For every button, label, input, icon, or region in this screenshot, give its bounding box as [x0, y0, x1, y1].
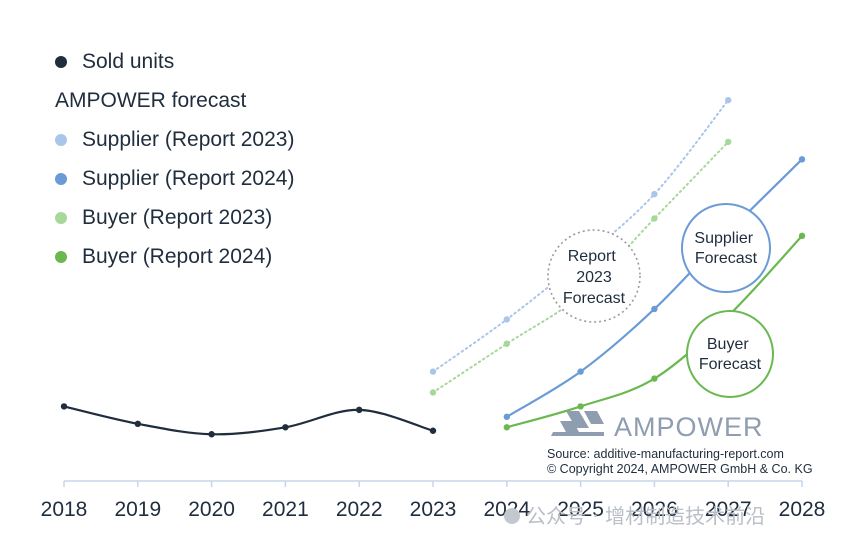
- ampower-logo: AMPOWER: [551, 411, 764, 442]
- bubble-buyer-circle: [686, 310, 774, 398]
- point-sold-2018: [60, 403, 68, 410]
- bubble-supplier-line-1: Supplier: [694, 230, 753, 247]
- x-tick-label-2022: 2022: [336, 498, 383, 521]
- bubble-report-2023: Report 2023 Forecast: [547, 229, 641, 323]
- x-tick-label-2021: 2021: [262, 498, 309, 521]
- legend-label-buyer-2024: Buyer (Report 2024): [82, 244, 273, 268]
- wechat-icon: [504, 508, 520, 524]
- bubble-report-2023-circle: [547, 229, 641, 323]
- point-buyer_2023-2023: [429, 389, 437, 396]
- point-sold-2019: [134, 420, 141, 427]
- legend-item-buyer-2023: Buyer (Report 2023): [55, 198, 294, 237]
- point-sold-2023: [429, 427, 437, 434]
- series-sold: [60, 403, 437, 438]
- point-buyer_2024-2024: [503, 424, 510, 431]
- point-supplier_2023-2023: [429, 368, 437, 375]
- copyright-text: © Copyright 2024, AMPOWER GmbH & Co. KG: [547, 462, 813, 476]
- bubble-report-2023-text: Report 2023 Forecast: [563, 248, 626, 307]
- bubble-buyer-line-1: Buyer: [707, 336, 749, 353]
- supplier-2023-dot-icon: [55, 133, 67, 146]
- series-line-sold: [63, 405, 434, 436]
- legend-item-sold-units: Sold units: [55, 42, 294, 81]
- point-sold-2022: [356, 406, 363, 414]
- point-supplier_2023-2027: [725, 96, 732, 104]
- x-tick-label-2026: 2026: [631, 498, 678, 521]
- bubble-buyer-text: Buyer Forecast: [699, 336, 762, 373]
- supplier-2024-dot-icon: [55, 172, 67, 185]
- sold-units-dot-icon: [55, 55, 67, 68]
- buyer-2024-dot-icon: [55, 250, 67, 263]
- x-tick-label-2027: 2027: [705, 498, 752, 521]
- bubble-supplier-circle: [681, 203, 771, 293]
- legend-label-supplier-2023: Supplier (Report 2023): [82, 127, 295, 151]
- ampower-brand-text: AMPOWER: [614, 412, 764, 442]
- bubble-supplier-line-2: Forecast: [695, 250, 758, 267]
- point-buyer_2023-2027: [725, 138, 732, 146]
- buyer-2023-dot-icon: [55, 211, 67, 224]
- x-tick-label-2023: 2023: [410, 498, 457, 521]
- bubble-supplier-text: Supplier Forecast: [694, 230, 757, 267]
- bubble-supplier: Supplier Forecast: [681, 203, 771, 293]
- bubble-buyer: Buyer Forecast: [686, 310, 774, 398]
- watermark: 公众号 · 增材制造技术前沿: [504, 504, 765, 528]
- point-supplier_2023-2026: [651, 190, 658, 198]
- legend-label-sold-units: Sold units: [82, 49, 175, 73]
- x-tick-label-2025: 2025: [557, 498, 604, 521]
- bubble-buyer-line-2: Forecast: [699, 356, 762, 373]
- point-supplier_2024-2026: [651, 305, 658, 313]
- legend-label-buyer-2023: Buyer (Report 2023): [82, 205, 273, 229]
- bubble-report-2023-line-1: Report: [568, 248, 617, 265]
- x-tick-label-2028: 2028: [779, 498, 826, 521]
- bubble-report-2023-line-3: Forecast: [563, 290, 626, 307]
- bubble-report-2023-line-2: 2023: [576, 269, 612, 286]
- point-buyer_2023-2026: [651, 215, 658, 222]
- series-line-buyer_2024: [506, 235, 803, 429]
- point-supplier_2024-2024: [503, 413, 510, 421]
- point-supplier_2024-2025: [577, 368, 584, 375]
- point-buyer_2024-2028: [798, 232, 806, 240]
- point-sold-2021: [282, 424, 289, 431]
- point-buyer_2024-2025: [577, 403, 584, 410]
- legend-item-supplier-2024: Supplier (Report 2024): [55, 159, 294, 198]
- point-sold-2020: [208, 431, 215, 438]
- legend-forecast-title: AMPOWER forecast: [55, 88, 247, 112]
- point-supplier_2023-2024: [503, 316, 510, 323]
- x-tick-label-2020: 2020: [188, 498, 235, 521]
- source-text: Source: additive-manufacturing-report.co…: [547, 447, 784, 461]
- legend-item-supplier-2023: Supplier (Report 2023): [55, 120, 294, 159]
- point-supplier_2024-2028: [798, 156, 806, 163]
- watermark-text: 公众号 · 增材制造技术前沿: [526, 504, 765, 528]
- series-supplier_2024: [503, 156, 806, 421]
- point-buyer_2024-2026: [651, 375, 658, 382]
- ampower-logo-icon: [551, 411, 604, 436]
- point-buyer_2023-2024: [503, 340, 510, 347]
- legend-item-buyer-2024: Buyer (Report 2024): [55, 237, 294, 276]
- legend: Sold units AMPOWER forecast Supplier (Re…: [55, 42, 294, 276]
- x-tick-label-2019: 2019: [114, 498, 161, 521]
- x-tick-label-2018: 2018: [41, 498, 88, 521]
- legend-label-supplier-2024: Supplier (Report 2024): [82, 166, 295, 190]
